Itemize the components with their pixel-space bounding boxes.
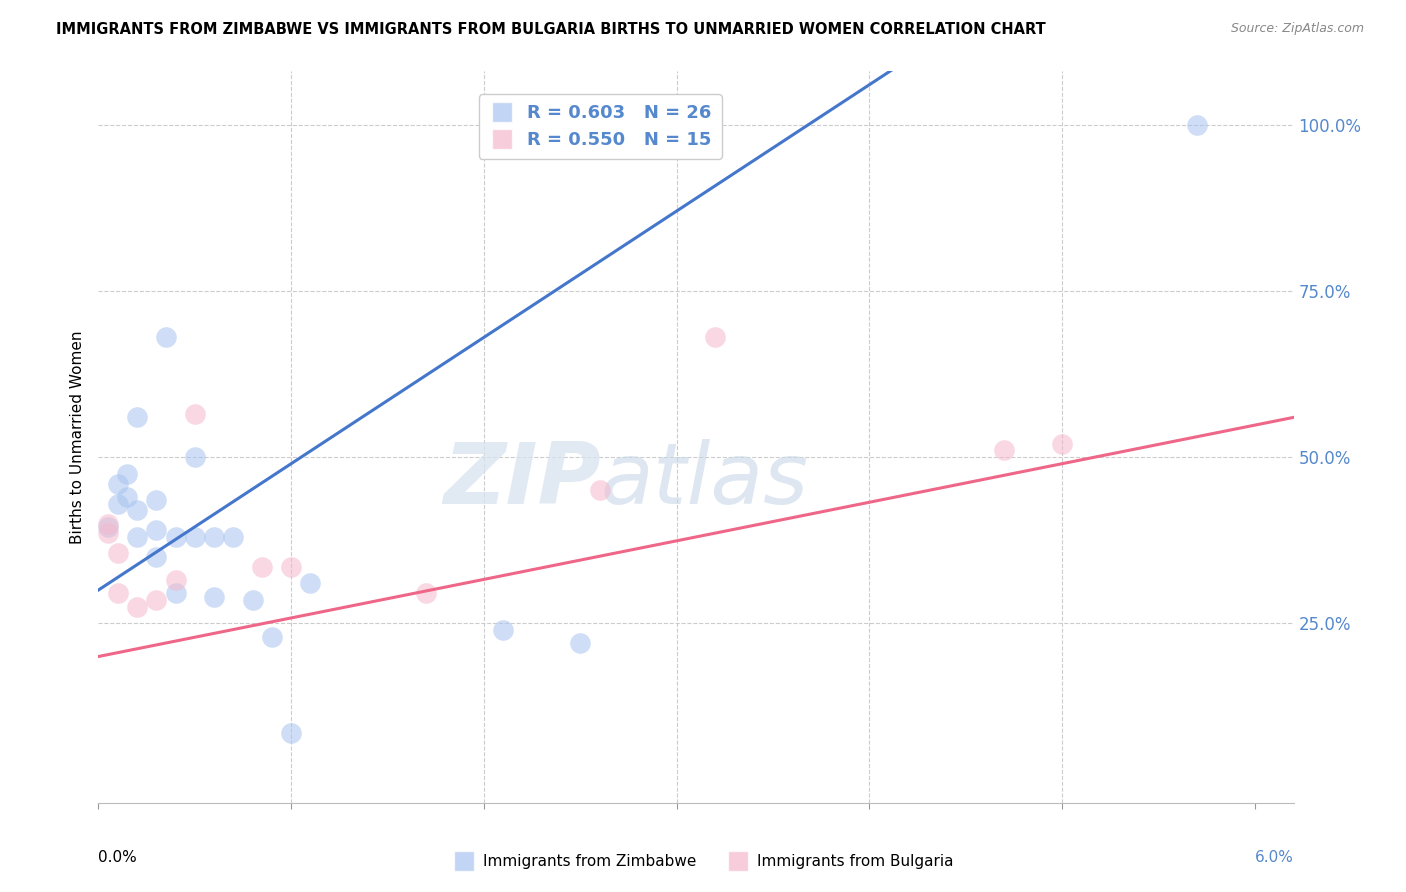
- Point: [97, 526, 120, 541]
- Text: IMMIGRANTS FROM ZIMBABWE VS IMMIGRANTS FROM BULGARIA BIRTHS TO UNMARRIED WOMEN C: IMMIGRANTS FROM ZIMBABWE VS IMMIGRANTS F…: [56, 22, 1046, 37]
- Point: [184, 407, 207, 421]
- Point: [252, 559, 274, 574]
- Point: [202, 590, 225, 604]
- Point: [97, 520, 120, 534]
- Point: [165, 586, 187, 600]
- Point: [492, 623, 515, 637]
- Point: [242, 593, 264, 607]
- Point: [145, 523, 167, 537]
- Point: [117, 490, 139, 504]
- Legend: R = 0.603   N = 26, R = 0.550   N = 15: R = 0.603 N = 26, R = 0.550 N = 15: [479, 95, 721, 159]
- Point: [125, 599, 148, 614]
- Point: [280, 559, 302, 574]
- Point: [415, 586, 437, 600]
- Point: [125, 530, 148, 544]
- Y-axis label: Births to Unmarried Women: Births to Unmarried Women: [69, 330, 84, 544]
- Point: [165, 573, 187, 587]
- Point: [125, 503, 148, 517]
- Point: [993, 443, 1015, 458]
- Point: [202, 530, 225, 544]
- Point: [280, 726, 302, 740]
- Point: [97, 516, 120, 531]
- Point: [260, 630, 283, 644]
- Point: [1050, 436, 1073, 450]
- Text: 0.0%: 0.0%: [98, 850, 138, 865]
- Point: [145, 493, 167, 508]
- Point: [125, 410, 148, 425]
- Point: [704, 330, 727, 344]
- Text: ZIP: ZIP: [443, 440, 600, 523]
- Point: [222, 530, 245, 544]
- Point: [588, 483, 610, 498]
- Text: 6.0%: 6.0%: [1254, 850, 1294, 865]
- Point: [569, 636, 592, 650]
- Point: [145, 593, 167, 607]
- Point: [107, 476, 129, 491]
- Point: [117, 467, 139, 481]
- Point: [107, 546, 129, 560]
- Point: [145, 549, 167, 564]
- Point: [184, 450, 207, 464]
- Point: [155, 330, 177, 344]
- Point: [299, 576, 322, 591]
- Text: Source: ZipAtlas.com: Source: ZipAtlas.com: [1230, 22, 1364, 36]
- Point: [1185, 118, 1208, 132]
- Point: [165, 530, 187, 544]
- Legend: Immigrants from Zimbabwe, Immigrants from Bulgaria: Immigrants from Zimbabwe, Immigrants fro…: [446, 848, 960, 875]
- Point: [107, 497, 129, 511]
- Point: [107, 586, 129, 600]
- Point: [184, 530, 207, 544]
- Text: atlas: atlas: [600, 440, 808, 523]
